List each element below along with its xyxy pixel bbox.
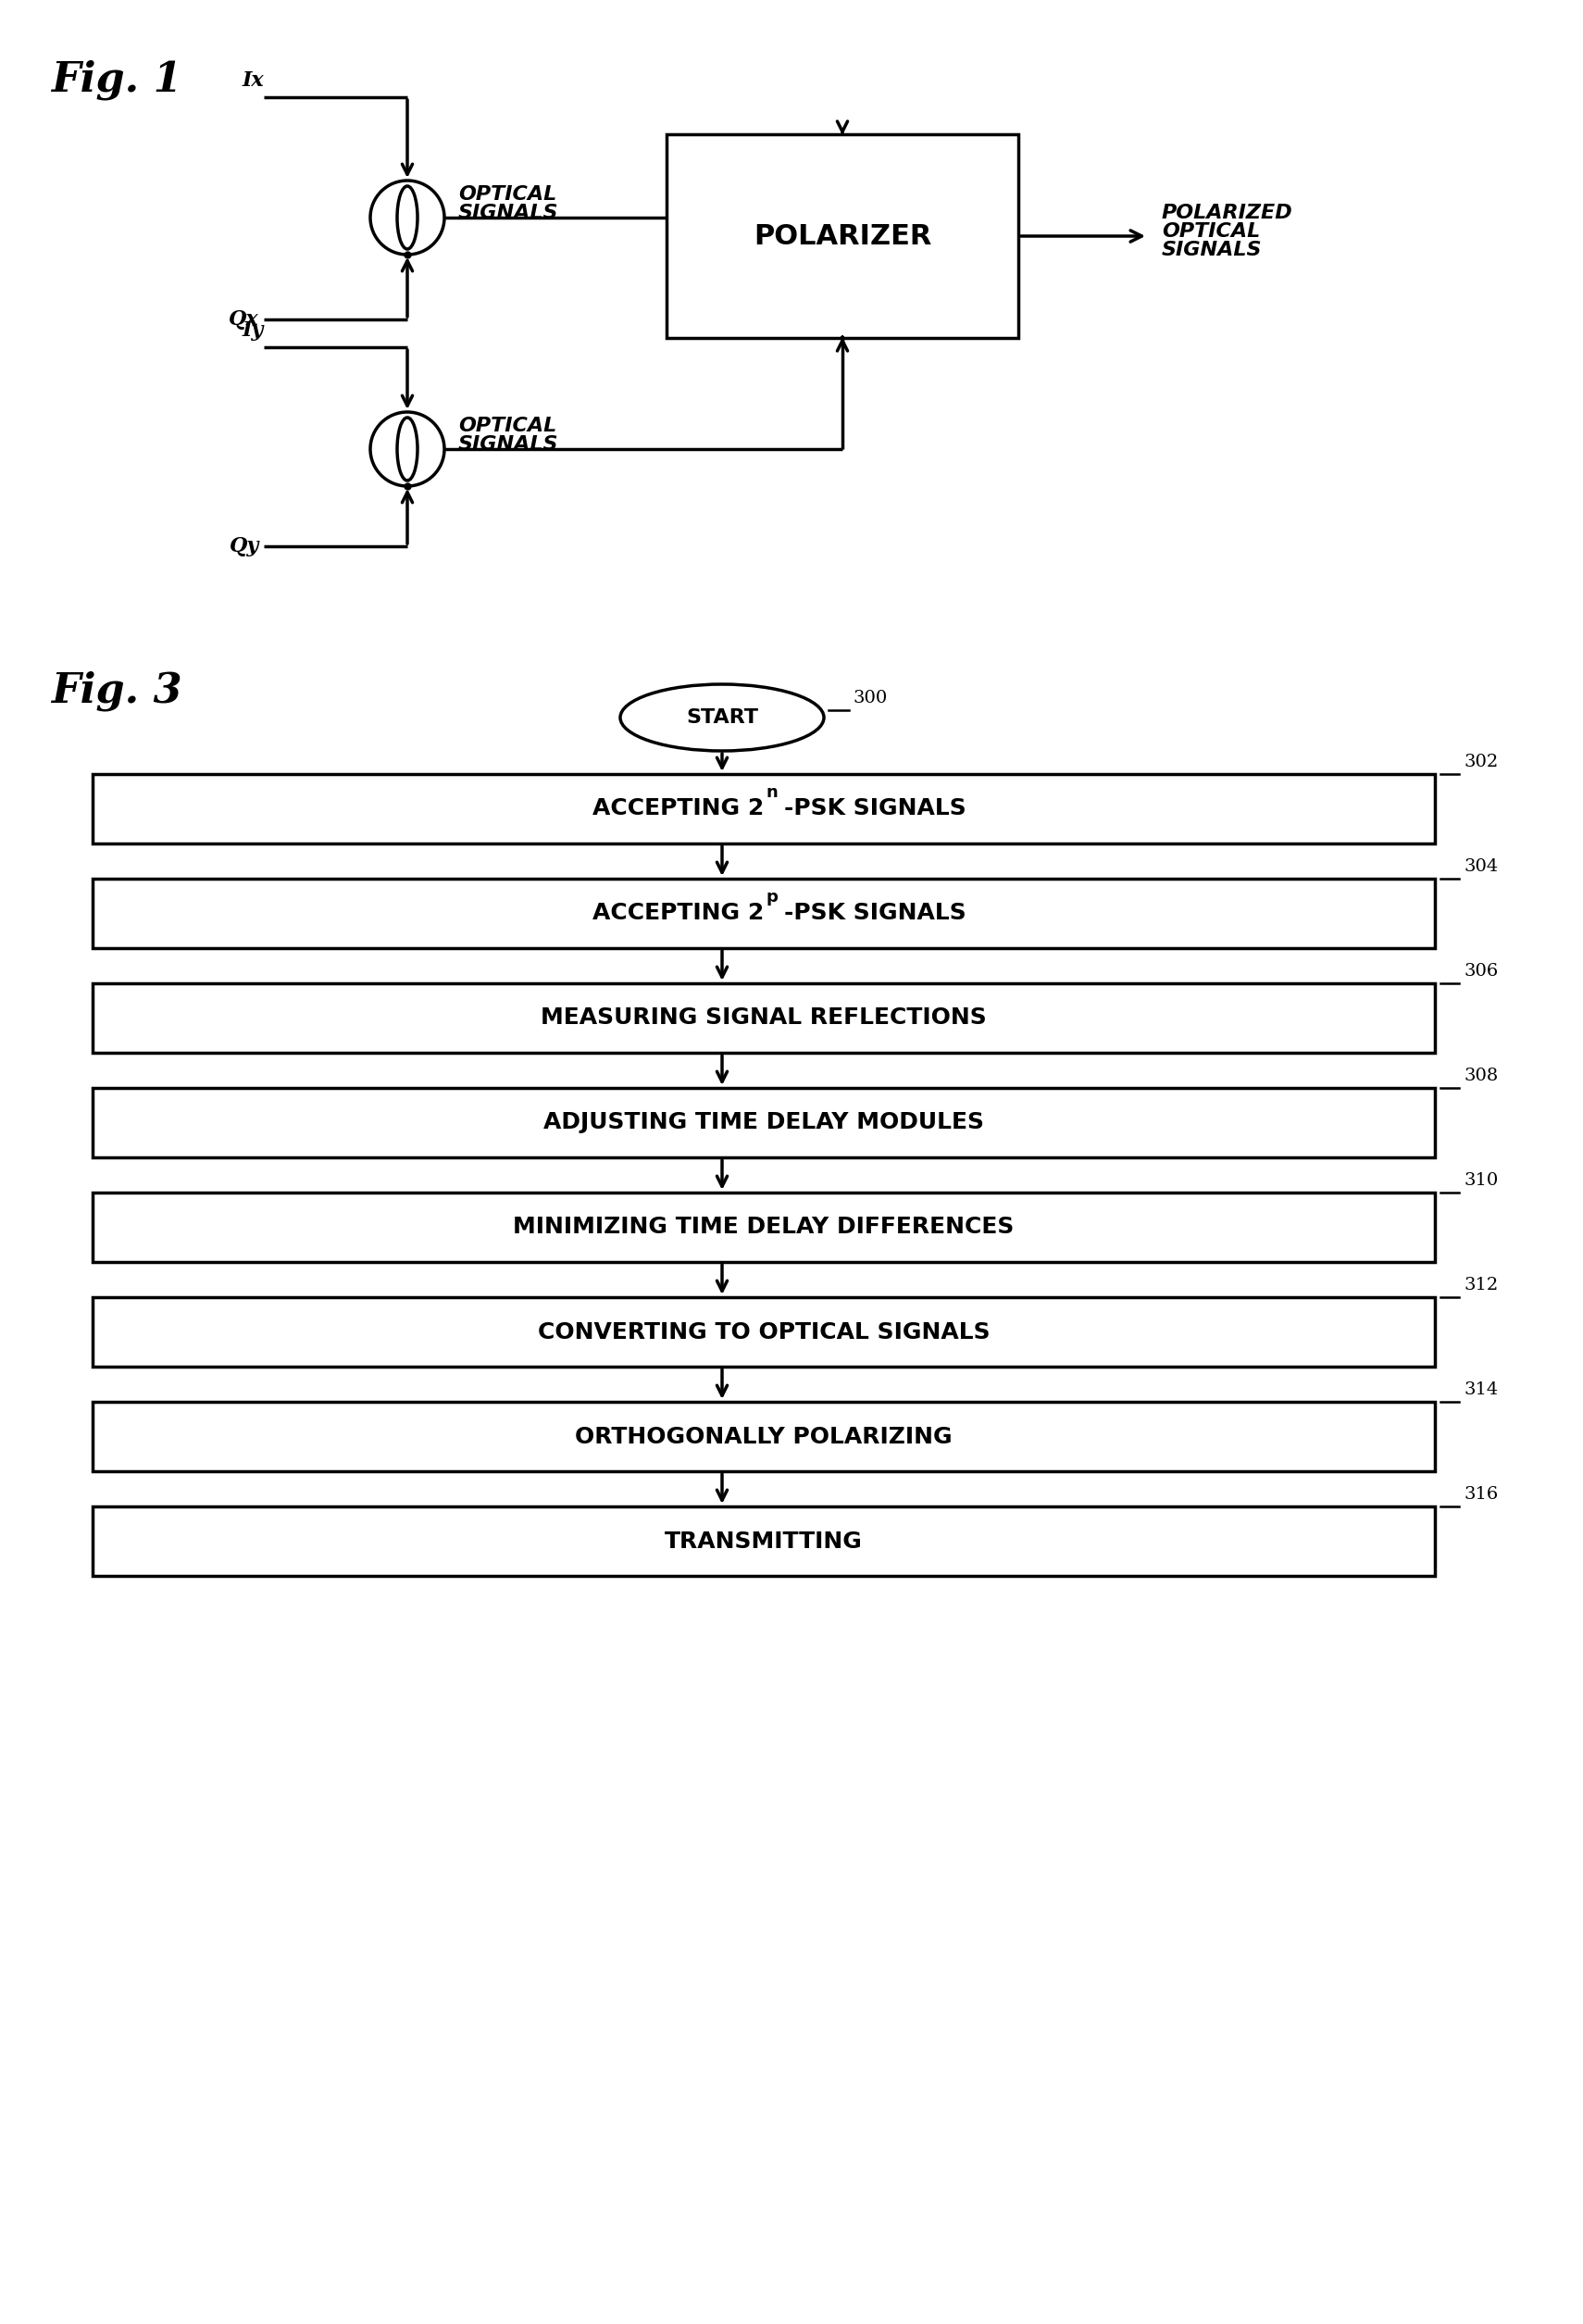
Text: 306: 306 (1464, 962, 1498, 981)
Text: CONVERTING TO OPTICAL SIGNALS: CONVERTING TO OPTICAL SIGNALS (538, 1320, 989, 1343)
Text: -PSK SIGNALS: -PSK SIGNALS (784, 797, 966, 820)
Text: 310: 310 (1464, 1171, 1498, 1190)
Bar (92, 1401, 1434, 1471)
Ellipse shape (397, 418, 418, 481)
Text: ADJUSTING TIME DELAY MODULES: ADJUSTING TIME DELAY MODULES (543, 1111, 985, 1134)
Text: Iy: Iy (242, 321, 264, 342)
Bar (92, 878, 1434, 948)
Text: n: n (766, 786, 777, 802)
Text: POLARIZER: POLARIZER (754, 223, 931, 249)
Text: 304: 304 (1464, 858, 1498, 874)
Text: START: START (685, 709, 758, 727)
Bar (92, 983, 1434, 1053)
Text: TRANSMITTING: TRANSMITTING (665, 1529, 863, 1552)
Text: OPTICAL
SIGNALS: OPTICAL SIGNALS (457, 186, 559, 223)
Text: Ix: Ix (242, 70, 264, 91)
Text: Fig. 3: Fig. 3 (51, 672, 182, 711)
Text: MEASURING SIGNAL REFLECTIONS: MEASURING SIGNAL REFLECTIONS (541, 1006, 986, 1030)
Text: 314: 314 (1464, 1380, 1498, 1399)
Ellipse shape (621, 683, 823, 751)
Text: 308: 308 (1464, 1067, 1498, 1085)
Text: 312: 312 (1464, 1276, 1498, 1294)
Text: OPTICAL
SIGNALS: OPTICAL SIGNALS (457, 416, 559, 453)
Bar (92, 1192, 1434, 1262)
Text: 302: 302 (1464, 753, 1498, 769)
Bar (92, 1297, 1434, 1367)
Bar (92, 1088, 1434, 1157)
Text: p: p (766, 890, 777, 906)
Text: ACCEPTING 2: ACCEPTING 2 (592, 902, 763, 925)
Text: ORTHOGONALLY POLARIZING: ORTHOGONALLY POLARIZING (575, 1425, 953, 1448)
Bar (92, 1506, 1434, 1576)
Text: MINIMIZING TIME DELAY DIFFERENCES: MINIMIZING TIME DELAY DIFFERENCES (513, 1215, 1015, 1239)
Text: -PSK SIGNALS: -PSK SIGNALS (784, 902, 966, 925)
Text: 300: 300 (853, 690, 886, 706)
Text: 316: 316 (1464, 1485, 1498, 1504)
Text: Qx: Qx (230, 309, 260, 330)
Circle shape (370, 181, 445, 256)
Bar (666, 135, 1018, 337)
Circle shape (370, 411, 445, 486)
Text: Qy: Qy (230, 537, 260, 555)
Text: POLARIZED
OPTICAL
SIGNALS: POLARIZED OPTICAL SIGNALS (1162, 205, 1293, 260)
Text: Fig. 1: Fig. 1 (51, 60, 182, 100)
Text: ACCEPTING 2: ACCEPTING 2 (592, 797, 763, 820)
Bar (92, 774, 1434, 844)
Ellipse shape (397, 186, 418, 249)
